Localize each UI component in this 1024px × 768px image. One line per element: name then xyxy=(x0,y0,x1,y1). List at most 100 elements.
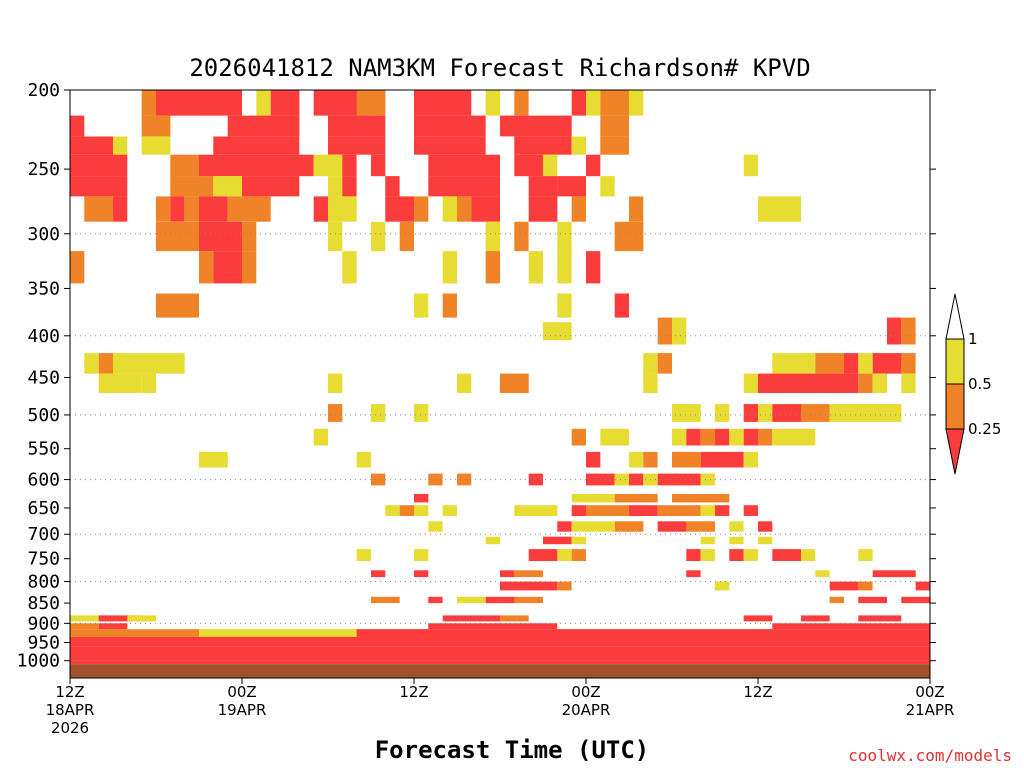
x-tick-label: 00Z xyxy=(227,683,256,701)
ri-cell xyxy=(113,136,128,155)
ri-cell xyxy=(414,549,429,561)
ri-cell xyxy=(557,581,572,591)
ri-cell xyxy=(442,196,457,222)
ri-cell xyxy=(98,373,113,393)
ri-cell xyxy=(743,428,758,446)
ri-cell xyxy=(715,404,730,422)
ri-cell xyxy=(156,90,242,116)
ri-cell xyxy=(70,623,99,630)
ri-cell xyxy=(700,505,715,516)
ri-cell xyxy=(872,373,887,393)
ri-cell xyxy=(514,90,529,116)
ri-cell xyxy=(213,176,242,197)
ri-cell xyxy=(514,221,529,252)
ri-cell xyxy=(500,615,529,622)
ri-cell xyxy=(557,521,572,532)
ri-cell xyxy=(342,176,357,197)
ri-cell xyxy=(242,176,300,197)
ri-cell xyxy=(858,596,887,604)
ri-cell xyxy=(600,176,615,197)
ri-cell xyxy=(485,221,500,252)
ri-cell xyxy=(543,154,558,177)
ri-cell xyxy=(829,581,859,591)
ri-cell xyxy=(428,521,443,532)
ri-cell xyxy=(414,505,429,516)
ri-cell xyxy=(199,196,228,222)
ri-cell xyxy=(772,623,930,630)
ri-cell xyxy=(70,660,930,665)
ri-cell xyxy=(743,451,758,468)
ri-cell xyxy=(141,136,171,155)
ri-cell xyxy=(457,115,486,137)
ri-cell xyxy=(485,596,515,604)
x-tick-label: 20APR xyxy=(562,701,611,719)
ri-cell xyxy=(715,581,730,591)
ri-cell xyxy=(70,615,113,622)
ri-cell xyxy=(643,353,658,374)
x-tick-label: 21APR xyxy=(906,701,955,719)
ri-cell xyxy=(442,505,457,516)
ri-cell xyxy=(313,428,328,446)
ri-cell xyxy=(328,136,386,155)
ri-cell xyxy=(356,90,386,116)
ri-cell xyxy=(213,251,242,284)
ri-cell xyxy=(743,154,758,177)
ri-cell xyxy=(700,428,715,446)
ri-cell xyxy=(872,570,916,578)
ri-cell xyxy=(686,428,701,446)
ri-cell xyxy=(414,115,457,137)
ri-cell xyxy=(758,196,801,222)
ri-cell xyxy=(328,176,343,197)
plot-cells xyxy=(70,90,930,678)
ri-cell xyxy=(758,404,773,422)
plot-frame xyxy=(69,89,931,679)
y-tick-label: 300 xyxy=(27,224,60,245)
legend-label: 0.25 xyxy=(968,420,1001,438)
ri-cell xyxy=(643,451,658,468)
ri-cell xyxy=(242,221,257,252)
y-tick-label: 250 xyxy=(27,159,60,180)
ri-cell xyxy=(141,373,156,393)
ri-cell xyxy=(672,494,730,503)
ri-cell xyxy=(457,196,472,222)
ri-cell xyxy=(743,404,758,422)
ri-cell xyxy=(571,136,586,155)
x-tick-label: 18APR xyxy=(46,701,95,719)
ri-cell xyxy=(528,549,558,561)
y-tick-label: 700 xyxy=(27,524,60,545)
y-tick-label: 900 xyxy=(27,613,60,634)
ri-cell xyxy=(686,570,701,578)
ri-cell xyxy=(643,373,658,393)
ri-cell xyxy=(901,353,916,374)
ri-cell xyxy=(901,373,916,393)
ri-cell xyxy=(371,221,386,252)
ri-cell xyxy=(571,505,586,516)
ri-cell xyxy=(815,353,844,374)
ri-cell xyxy=(528,176,558,197)
ri-cell xyxy=(98,623,128,630)
legend-swatch-yellow xyxy=(945,338,965,385)
ri-cell xyxy=(442,293,457,318)
ri-cell xyxy=(485,536,500,545)
ri-cell xyxy=(657,473,701,486)
ri-cell xyxy=(571,494,615,503)
ri-cell xyxy=(428,176,500,197)
ri-cell xyxy=(629,90,644,116)
ri-cell xyxy=(815,570,830,578)
ri-cell xyxy=(672,451,701,468)
ri-cell xyxy=(614,221,644,252)
ri-cell xyxy=(199,251,214,284)
ri-cell xyxy=(657,505,701,516)
ri-cell xyxy=(557,293,572,318)
legend-top-arrow xyxy=(945,293,965,340)
ri-cell xyxy=(571,196,586,222)
ri-cell xyxy=(113,353,185,374)
ri-cell xyxy=(84,353,99,374)
y-tick-label: 600 xyxy=(27,470,60,491)
x-tick-label: 12Z xyxy=(743,683,772,701)
y-tick-label: 400 xyxy=(27,326,60,347)
ri-cell xyxy=(758,373,859,393)
ri-cell xyxy=(829,596,844,604)
ri-cell xyxy=(743,505,758,516)
ri-cell xyxy=(629,473,644,486)
